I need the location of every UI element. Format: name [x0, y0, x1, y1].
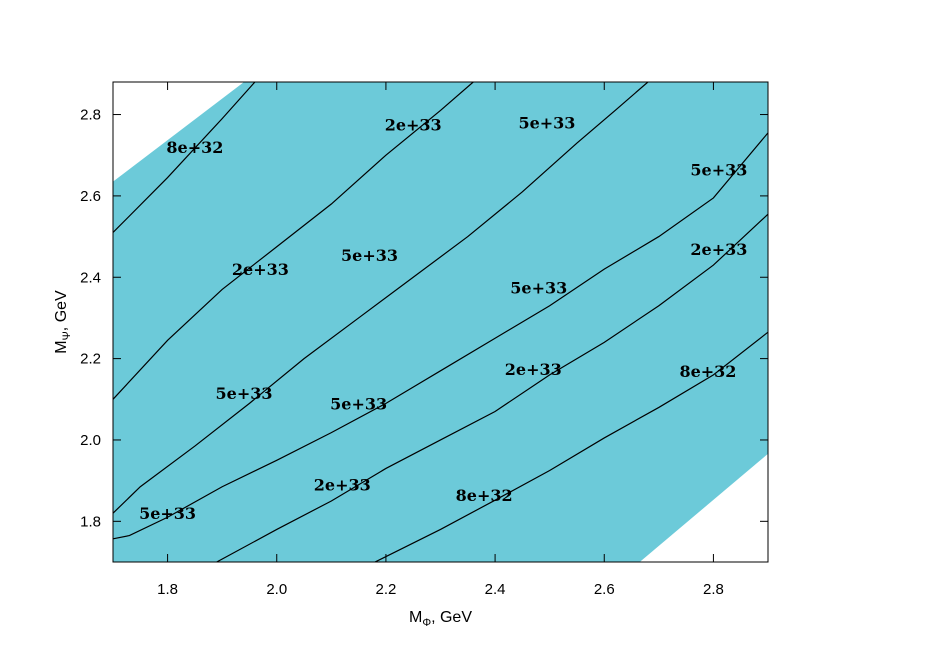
- contour-lines: [113, 82, 768, 562]
- x-tick-label: 2.4: [485, 581, 506, 598]
- contour-label-4: 2e+33: [232, 260, 289, 279]
- contour-line-4: [216, 213, 768, 562]
- contour-line-0: [113, 82, 256, 233]
- axis-ticks: 1.8 2.0 2.2 2.4 2.6 2.8 1.8 2.0 2.2 2.4 2.6 2.8: [80, 82, 768, 598]
- y-tick-label: 2.0: [80, 432, 101, 449]
- y-tick-label: 2.4: [80, 269, 101, 286]
- y-tick-label: 1.8: [80, 513, 101, 530]
- contour-label-0: 8e+32: [166, 138, 223, 157]
- contour-label-9: 5e+33: [330, 394, 387, 413]
- y-axis-label-main: M: [53, 340, 70, 353]
- contour-label-13: 2e+33: [314, 476, 371, 495]
- y-axis-label-suffix: , GeV: [53, 290, 70, 331]
- x-tick-label: 2.2: [375, 581, 396, 598]
- y-tick-label: 2.8: [80, 107, 101, 124]
- contour-label-1: 2e+33: [385, 116, 442, 135]
- contour-label-7: 2e+33: [690, 240, 747, 259]
- plot-frame: [112, 81, 769, 563]
- contour-line-1: [113, 82, 474, 400]
- contour-label-2: 5e+33: [518, 114, 575, 133]
- y-tick-label: 2.2: [80, 351, 101, 368]
- x-axis-label-sub: Φ: [422, 617, 431, 629]
- y-axis-label: MΨ, GeV: [53, 290, 73, 354]
- x-tick-label: 2.0: [266, 581, 287, 598]
- contour-line-3: [113, 132, 768, 540]
- contour-labels: 8e+32 2e+33 5e+33 5e+33 2e+33 5e+33 5e+33 2e+33…: [139, 114, 747, 524]
- y-tick-label: 2.6: [80, 188, 101, 205]
- allowed-region-polygon: [113, 82, 768, 562]
- contour-label-6: 5e+33: [510, 278, 567, 297]
- x-tick-label: 2.8: [703, 581, 724, 598]
- y-axis-label-sub: Ψ: [61, 331, 73, 340]
- x-axis-label-main: M: [409, 609, 422, 626]
- x-tick-label: 1.8: [157, 581, 178, 598]
- contour-line-5: [374, 331, 768, 562]
- allowed-region-fill: [113, 82, 768, 562]
- contour-label-11: 8e+32: [679, 362, 736, 381]
- contour-label-8: 5e+33: [216, 384, 273, 403]
- contour-label-14: 8e+32: [456, 486, 513, 505]
- x-axis-label: MΦ, GeV: [409, 609, 472, 629]
- contour-line-2: [113, 82, 649, 514]
- contour-label-12: 5e+33: [139, 504, 196, 523]
- x-axis-label-suffix: , GeV: [431, 609, 472, 626]
- x-tick-label: 2.6: [594, 581, 615, 598]
- contour-label-10: 2e+33: [505, 360, 562, 379]
- contour-label-5: 5e+33: [341, 246, 398, 265]
- contour-label-3: 5e+33: [690, 160, 747, 179]
